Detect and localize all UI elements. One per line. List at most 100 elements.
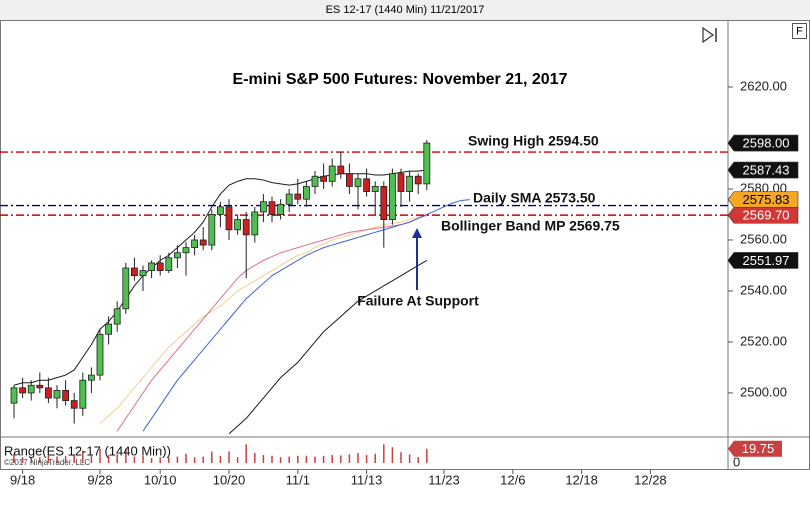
range-bar [357,452,359,463]
indicator-line [99,213,427,424]
range-bar [245,444,247,463]
level-label: Swing High 2594.50 [468,133,599,149]
candle-body [62,389,69,401]
range-bar [107,455,110,463]
indicator-line [228,260,428,435]
play-icon [702,26,715,44]
candle-body [251,211,259,236]
candle-body [337,165,345,175]
candle-body [302,186,310,200]
range-bar [168,457,170,463]
candle-body [388,173,396,220]
candle-body [242,219,250,236]
range-bar [202,456,204,463]
range-bar [340,455,342,463]
level-label: Daily SMA 2573.50 [473,190,596,206]
candle-body [27,384,35,394]
x-tick-label: 12/6 [500,472,525,487]
candle-body [294,193,302,200]
x-tick-label: 12/18 [565,472,598,487]
range-bar [408,454,411,463]
range-bar [56,456,58,463]
range-bar [236,457,239,463]
candle-body [182,247,190,254]
range-bar [288,456,290,463]
range-bar [297,455,299,463]
range-bar [90,455,93,463]
candle-body [363,178,371,192]
candle-body [96,333,104,376]
candle-body [113,308,121,325]
x-tick-label: 12/28 [634,472,667,487]
candle-body [173,252,181,259]
annotation: Failure At Support [357,293,479,309]
range-tick-label: 0 [733,454,740,469]
range-bar [374,453,376,463]
candle-body [156,262,164,271]
candle-body [19,387,27,394]
range-bar [159,457,161,463]
price-badge-label: 2598.00 [743,136,790,151]
range-bar [254,452,256,463]
indicator-line [142,199,470,432]
range-bar [64,455,67,463]
range-bar [417,457,419,463]
title-bar [0,0,810,20]
copyright: ©2017 NinjaTrader, LLC [4,458,90,467]
range-bar [125,448,127,463]
range-bar [13,453,15,463]
f-button-label: F [796,25,803,37]
range-bar [314,456,316,463]
range-bar [193,457,196,463]
x-tick-label: 9/18 [10,472,35,487]
candle-body [345,173,353,187]
range-bar [262,455,265,463]
range-bar [271,455,273,463]
range-bar [279,457,282,463]
range-bar [142,455,144,463]
y-tick-label: 2540.00 [740,282,787,297]
window-title: ES 12-17 (1440 Min) 11/21/2017 [326,4,485,16]
range-bar [391,447,394,463]
price-badge [727,161,799,179]
range-bar [150,457,153,463]
scroll-end-icon[interactable] [702,26,717,44]
candle-body [191,239,199,249]
candle-body [139,270,147,277]
level-label: Bollinger Band MP 2569.75 [441,218,620,234]
x-tick-label: 11/1 [286,472,310,487]
price-badge-label: 2569.70 [743,208,790,223]
range-bar [365,455,368,463]
candle-body [70,400,78,409]
f-button[interactable] [792,23,807,39]
price-badge-label: 2587.43 [743,162,790,177]
candle-body [423,142,431,185]
range-bar [133,456,136,463]
y-tick-label: 2560.00 [740,231,787,246]
price-badge-label: 2551.97 [743,253,790,268]
range-bar [322,455,325,463]
range-bar [331,455,333,463]
indicator-line [116,214,427,432]
range-bar [47,455,50,463]
price-badge [727,206,799,224]
range-bar [73,454,75,463]
range-bar [99,448,101,463]
candle-body [105,323,112,335]
range-bar [383,444,385,463]
range-bar [21,457,24,463]
range-bar [176,456,179,463]
range-bar [39,457,41,463]
range-bar [82,450,84,463]
range-bar [348,454,351,463]
x-tick-label: 10/20 [213,472,246,487]
range-bar [30,457,32,463]
candle-body [380,186,388,220]
candle-body [406,175,414,192]
range-bar [228,451,230,463]
candle-body [10,387,18,404]
x-tick-label: 10/10 [144,472,177,487]
range-badge-label: 19.75 [742,441,775,456]
candle-body [165,257,173,271]
